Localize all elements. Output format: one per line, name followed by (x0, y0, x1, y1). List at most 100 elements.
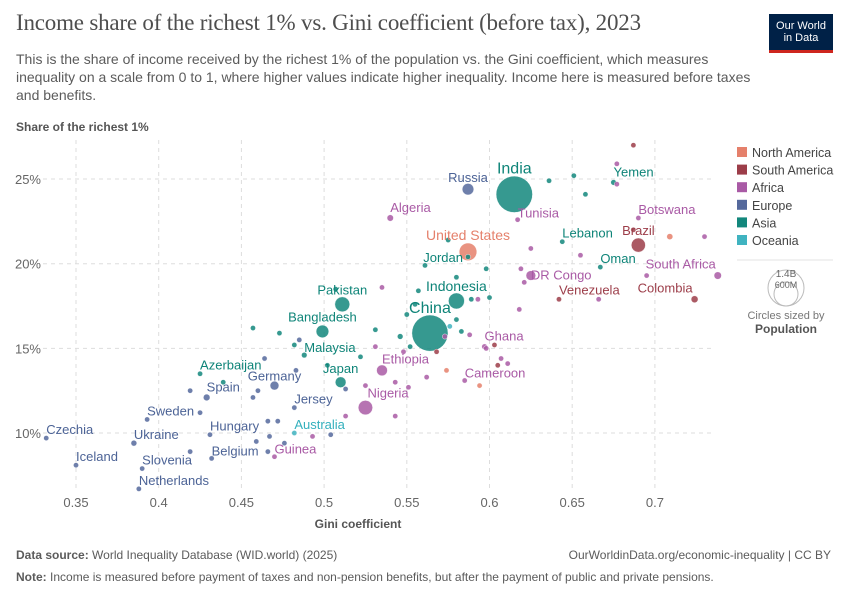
data-label-hungary: Hungary (210, 419, 260, 434)
size-legend-variable: Population (755, 322, 817, 336)
data-point (274, 418, 281, 424)
data-point (475, 296, 481, 303)
data-point (266, 433, 273, 440)
data-label-jersey: Jersey (294, 392, 333, 407)
data-label-iceland: Iceland (76, 449, 118, 464)
x-tick-label: 0.6 (480, 495, 498, 510)
data-point (250, 394, 256, 401)
data-point (291, 342, 298, 348)
data-label-brazil: Brazil (622, 223, 655, 238)
data-point (595, 296, 602, 303)
data-label-belgium: Belgium (212, 443, 259, 458)
legend-swatch-north-america (737, 147, 747, 157)
data-point (453, 316, 460, 323)
data-label-australia: Australia (294, 417, 345, 432)
source-text: World Inequality Database (WID.world) (2… (92, 548, 338, 562)
x-tick-label: 0.65 (560, 495, 585, 510)
data-point (442, 333, 448, 340)
data-label-lebanon: Lebanon (562, 226, 613, 241)
x-tick-label: 0.35 (63, 495, 88, 510)
data-point (415, 287, 422, 294)
legend-swatch-asia (737, 217, 747, 228)
y-axis-label: Share of the richest 1% (16, 120, 149, 134)
x-tick-label: 0.7 (646, 495, 664, 510)
data-point-czechia (43, 435, 50, 441)
note-text: Income is measured before payment of tax… (50, 570, 714, 584)
data-point-oman (597, 264, 604, 270)
data-point (504, 360, 511, 367)
data-point (571, 172, 577, 179)
data-point-australia (291, 430, 298, 436)
data-point-brazil (631, 237, 646, 253)
data-label-sweden: Sweden (147, 403, 194, 418)
data-point (483, 345, 489, 352)
size-legend-small-circle (773, 281, 799, 307)
data-point (476, 382, 483, 389)
data-point (423, 374, 430, 380)
source-url[interactable]: OurWorldinData.org/economic-inequality |… (568, 548, 831, 562)
data-point-guinea (271, 453, 278, 460)
data-point (261, 355, 268, 362)
x-tick-label: 0.55 (394, 495, 419, 510)
data-label-yemen: Yemen (614, 164, 654, 179)
data-label-south-africa: South Africa (646, 257, 717, 272)
legend-swatch-south-america (737, 164, 747, 175)
data-point-indonesia (448, 292, 465, 310)
data-point-azerbaijan (197, 370, 203, 377)
data-point (643, 272, 650, 279)
data-label-guinea: Guinea (274, 442, 317, 457)
data-label-pakistan: Pakistan (317, 282, 367, 297)
data-label-ghana: Ghana (485, 329, 525, 344)
data-point (403, 311, 410, 318)
legend-swatch-oceania (737, 235, 747, 245)
data-point (483, 265, 489, 272)
data-point (392, 379, 399, 386)
data-point (253, 438, 260, 445)
data-point-bangladesh (315, 324, 329, 338)
data-point (293, 367, 299, 374)
data-point (422, 262, 428, 269)
data-label-algeria: Algeria (390, 200, 431, 215)
data-label-russia: Russia (448, 170, 489, 185)
data-point-russia (462, 183, 474, 196)
data-point-colombia (690, 295, 699, 303)
x-tick-label: 0.5 (315, 495, 333, 510)
data-point-malaysia (301, 352, 308, 359)
data-point (265, 418, 271, 424)
data-point (265, 448, 271, 455)
source-label: Data source: (16, 548, 89, 562)
data-label-spain: Spain (207, 379, 240, 394)
data-label-india: India (497, 160, 532, 177)
data-point-tunisia (514, 216, 521, 223)
data-point (357, 354, 364, 360)
data-point-netherlands (136, 486, 142, 492)
data-point-venezuela (556, 296, 562, 303)
data-label-ethiopia: Ethiopia (382, 351, 430, 366)
data-label-azerbaijan: Azerbaijan (200, 358, 261, 373)
data-point-cameroon (461, 377, 468, 384)
chart-title: Income share of the richest 1% vs. Gini … (16, 10, 641, 35)
data-point (309, 433, 316, 440)
data-point (324, 362, 331, 369)
data-point (516, 306, 523, 313)
data-label-netherlands: Netherlands (139, 473, 210, 488)
owid-logo[interactable]: Our World in Data (769, 14, 833, 53)
data-point (255, 387, 261, 394)
data-point (447, 323, 453, 330)
data-point (577, 252, 584, 259)
data-point (491, 342, 498, 348)
data-point-botswana (635, 215, 642, 221)
data-point (701, 233, 708, 240)
data-label-cameroon: Cameroon (465, 366, 526, 381)
data-point-china (411, 314, 449, 352)
data-point (392, 413, 399, 419)
data-point (379, 284, 385, 291)
x-axis-label: Gini coefficient (315, 517, 402, 531)
logo-line-2: in Data (783, 32, 819, 44)
data-point (630, 227, 637, 233)
data-point (614, 161, 620, 167)
data-point-algeria (386, 214, 394, 222)
legend-swatch-africa (737, 182, 747, 193)
data-point (518, 265, 524, 272)
